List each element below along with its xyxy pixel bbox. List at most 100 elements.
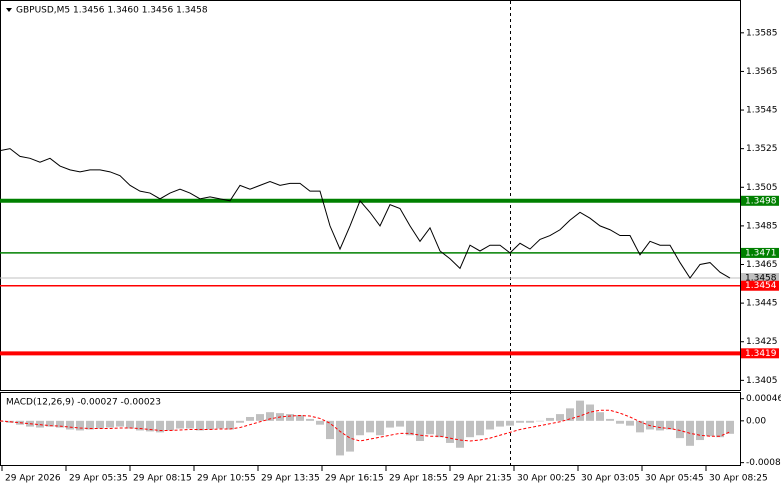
macd-bar — [316, 420, 324, 425]
macd-bar — [226, 420, 234, 430]
y-tick-label: 1.3445 — [746, 299, 778, 309]
x-tick-label: 29 Apr 18:55 — [389, 474, 448, 484]
last-price-tag — [741, 273, 779, 284]
macd-bar — [416, 420, 424, 442]
macd-bar — [66, 420, 74, 430]
macd-bar — [726, 420, 734, 434]
macd-bar — [146, 420, 154, 432]
menu-arrow — [6, 8, 12, 12]
macd-bar — [606, 418, 614, 421]
macd-bar — [456, 420, 464, 448]
price-line — [0, 148, 731, 279]
macd-title: MACD(12,26,9) -0.00027 -0.00023 — [6, 398, 161, 408]
macd-bar — [136, 420, 144, 431]
macd-bar — [166, 420, 174, 431]
macd-bar — [656, 420, 664, 431]
macd-bar — [86, 420, 94, 430]
x-tick-label: 29 Apr 2026 — [5, 474, 61, 484]
macd-bar — [386, 420, 394, 428]
level-label: 1.3498 — [745, 196, 777, 206]
macd-bar — [436, 420, 444, 438]
x-tick-label: 30 Apr 08:25 — [709, 474, 768, 484]
macd-bar — [526, 420, 534, 423]
macd-bar — [616, 420, 624, 424]
macd-bar — [236, 420, 244, 423]
level-tag — [741, 195, 779, 206]
macd-bar — [706, 420, 714, 437]
x-tick-label: 29 Apr 08:15 — [133, 474, 192, 484]
macd-bar — [356, 420, 364, 436]
x-tick-label: 29 Apr 10:55 — [197, 474, 256, 484]
macd-bar — [536, 420, 544, 422]
last-price-label: 1.3458 — [745, 274, 777, 284]
x-tick-label: 30 Apr 05:45 — [645, 474, 704, 484]
macd-bar — [716, 420, 724, 438]
macd-pane — [0, 392, 741, 466]
macd-bar — [376, 420, 384, 436]
macd-bar — [366, 420, 374, 433]
macd-bar — [306, 418, 314, 421]
x-tick-label: 29 Apr 16:15 — [325, 474, 384, 484]
macd-bar — [206, 420, 214, 430]
y-tick-label: -0.00087 — [746, 458, 781, 468]
x-tick-label: 29 Apr 13:35 — [261, 474, 320, 484]
macd-bar — [96, 420, 104, 429]
signal-line — [0, 409, 731, 442]
macd-bar — [186, 420, 194, 429]
macd-bar — [636, 420, 644, 433]
macd-bar — [486, 420, 494, 430]
y-tick-label: 1.3485 — [746, 221, 778, 231]
macd-bar — [76, 420, 84, 431]
level-label: 1.3419 — [745, 349, 777, 359]
level-tag — [741, 280, 779, 291]
macd-bar — [266, 412, 274, 421]
macd-bar — [46, 420, 54, 427]
macd-bar — [676, 420, 684, 439]
macd-bar — [476, 420, 484, 436]
y-tick-label: 1.3405 — [746, 376, 778, 386]
y-tick-label: 0.00046 — [746, 394, 781, 404]
y-tick-label: 1.3545 — [746, 106, 778, 116]
level-label: 1.3454 — [745, 281, 777, 291]
macd-bar — [696, 420, 704, 441]
level-tag — [741, 348, 779, 359]
x-tick-label: 30 Apr 03:05 — [581, 474, 640, 484]
macd-bar — [156, 420, 164, 433]
macd-bar — [406, 420, 414, 436]
macd-bar — [286, 414, 294, 421]
macd-bar — [346, 420, 354, 452]
macd-bar — [506, 420, 514, 426]
macd-bar — [196, 420, 204, 431]
y-tick-label: 1.3585 — [746, 28, 778, 38]
y-tick-label: 1.3525 — [746, 144, 778, 154]
macd-bar — [666, 420, 674, 430]
y-tick-label: 1.3565 — [746, 67, 778, 77]
y-tick-label: 0.00 — [746, 416, 766, 426]
macd-bar — [546, 417, 554, 421]
chart-title: GBPUSD,M5 1.3456 1.3460 1.3456 1.3458 — [16, 6, 208, 16]
macd-bar — [626, 420, 634, 426]
macd-bar — [176, 420, 184, 429]
macd-bar — [496, 420, 504, 427]
macd-bar — [296, 415, 304, 421]
macd-bar — [596, 412, 604, 421]
macd-bar — [586, 404, 594, 421]
macd-bar — [126, 420, 134, 429]
macd-bar — [576, 400, 584, 421]
macd-bar — [466, 420, 474, 438]
macd-bar — [246, 416, 254, 421]
y-tick-label: 1.3425 — [746, 337, 778, 347]
macd-bar — [566, 408, 574, 421]
macd-bar — [56, 420, 64, 428]
level-tag — [741, 247, 779, 258]
macd-bar — [326, 420, 334, 440]
macd-bar — [516, 420, 524, 423]
macd-bar — [396, 420, 404, 427]
macd-bar — [426, 420, 434, 435]
macd-bar — [336, 420, 344, 456]
macd-bar — [446, 420, 454, 443]
price-pane — [0, 0, 741, 391]
macd-bar — [556, 414, 564, 421]
